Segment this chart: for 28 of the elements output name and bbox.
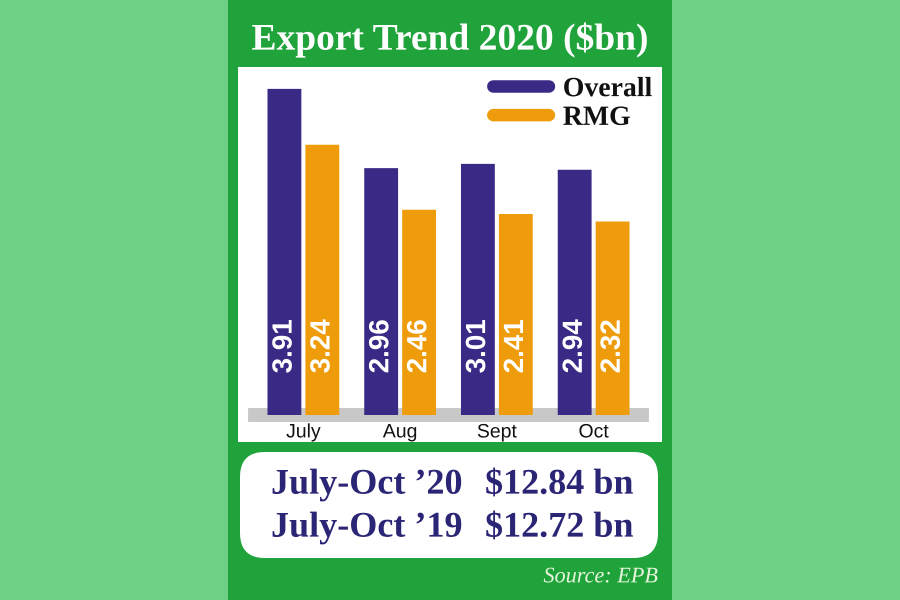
bar xyxy=(305,144,340,415)
bar xyxy=(498,214,533,415)
text: July-Oct ’20 xyxy=(272,468,462,502)
bar xyxy=(460,164,495,415)
bar xyxy=(267,88,302,415)
data-label: 2.46 xyxy=(406,320,427,372)
bar xyxy=(402,210,436,415)
data-label: 2.32 xyxy=(600,320,620,372)
source-note: Source: EPB xyxy=(544,568,658,583)
x-tick-label: July xyxy=(286,423,321,442)
data-label: 2.41 xyxy=(504,320,524,372)
x-tick-label: Aug xyxy=(382,424,416,442)
text: $12.84 bn xyxy=(486,468,633,496)
bar xyxy=(364,168,398,415)
data-label: 2.96 xyxy=(368,320,389,372)
x-tick-label: Oct xyxy=(579,424,609,438)
text: July-Oct ’19 xyxy=(272,512,462,544)
bar xyxy=(596,221,630,415)
text: $12.72 bn xyxy=(486,510,633,540)
data-label: 3.01 xyxy=(466,320,486,373)
data-label: 3.91 xyxy=(272,320,292,373)
bar xyxy=(558,170,592,415)
data-label: 3.24 xyxy=(310,319,330,373)
data-label: 2.94 xyxy=(562,319,582,372)
x-tick-label: Sept xyxy=(478,424,517,442)
legend-label: Overall xyxy=(564,76,652,96)
chart-title: Export Trend 2020 ($bn) xyxy=(252,22,647,58)
legend-label: RMG xyxy=(563,106,630,126)
